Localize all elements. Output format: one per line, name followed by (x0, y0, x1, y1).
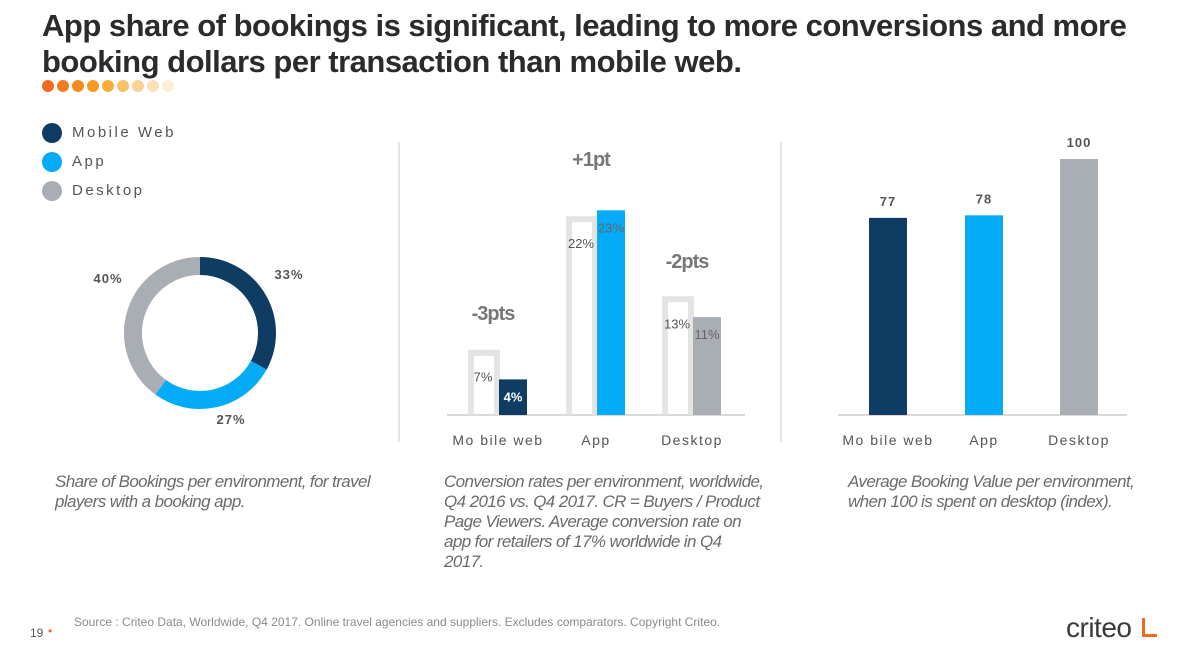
criteo-logo-mark (1142, 618, 1157, 637)
source-note: Source : Criteo Data, Worldwide, Q4 2017… (74, 615, 721, 629)
value-bar (1060, 159, 1098, 415)
decorative-dot (87, 80, 99, 92)
category-label: Desktop (661, 432, 723, 448)
decorative-dot (57, 80, 69, 92)
legend-label: Desktop (72, 182, 145, 199)
category-label: Mo bile web (452, 432, 543, 448)
value-bar (965, 215, 1003, 415)
prior-year-bar (662, 296, 694, 415)
prior-year-label: 22% (568, 236, 594, 251)
legend-label: Mobile Web (72, 124, 176, 141)
current-year-bar (597, 210, 625, 415)
category-label: App (581, 432, 610, 448)
value-label: 100 (1067, 135, 1092, 150)
donut-slice (124, 257, 201, 395)
value-label: 78 (976, 191, 992, 206)
legend-swatch (42, 180, 62, 201)
decorative-dot (72, 80, 84, 92)
value-bar (869, 217, 907, 415)
delta-annotation: -2pts (666, 251, 710, 273)
prior-year-label: 7% (474, 370, 493, 385)
legend-item-mobile-web: Mobile Web (42, 118, 176, 147)
prior-year-bar (468, 349, 500, 415)
legend-swatch (42, 151, 62, 172)
donut-slice (155, 360, 267, 409)
legend-label: App (72, 153, 107, 170)
decorative-dot (42, 80, 54, 92)
donut-label: 33% (274, 267, 303, 282)
panel-divider (398, 142, 400, 442)
value-label: 77 (880, 194, 896, 209)
decorative-dot (147, 80, 159, 92)
category-label: Desktop (1048, 432, 1110, 448)
slide-title: App share of bookings is significant, le… (42, 8, 1127, 79)
prior-year-label: 13% (664, 316, 690, 331)
charts-canvas: 33% 27% 40% 7% 4% -3pts Mo bile web 22% 23% +1pt A… (93, 135, 1127, 448)
decorative-dot (132, 80, 144, 92)
current-year-bar (693, 317, 721, 415)
donut-label: 40% (93, 271, 122, 286)
panel-divider (780, 142, 782, 442)
decorative-dot (162, 80, 174, 92)
current-year-label: 23% (598, 220, 624, 235)
current-year-label: 11% (694, 327, 719, 342)
category-label: Mo bile web (842, 432, 933, 448)
booking-value-caption: Average Booking Value per environment, w… (848, 472, 1135, 511)
criteo-logo: criteo (1066, 612, 1132, 643)
legend: Mobile Web App Desktop (42, 118, 176, 205)
page-number: 19 (30, 626, 44, 640)
donut-label: 27% (216, 412, 245, 427)
delta-annotation: -3pts (472, 303, 516, 325)
donut-caption: Share of Bookings per environment, for t… (55, 472, 371, 511)
prior-year-bar (566, 216, 598, 415)
decorative-dot (102, 80, 114, 92)
delta-annotation: +1pt (572, 149, 611, 171)
legend-item-app: App (42, 147, 176, 176)
category-label: App (969, 432, 998, 448)
conversion-caption: Conversion rates per environment, worldw… (444, 472, 764, 571)
current-year-label: 4% (504, 389, 523, 404)
legend-item-desktop: Desktop (42, 176, 176, 205)
decorative-dot (117, 80, 129, 92)
current-year-bar (499, 379, 527, 415)
page-number-dot: • (48, 624, 53, 638)
donut-slice (199, 257, 276, 370)
decorative-dots (42, 80, 174, 92)
legend-swatch (42, 122, 62, 143)
